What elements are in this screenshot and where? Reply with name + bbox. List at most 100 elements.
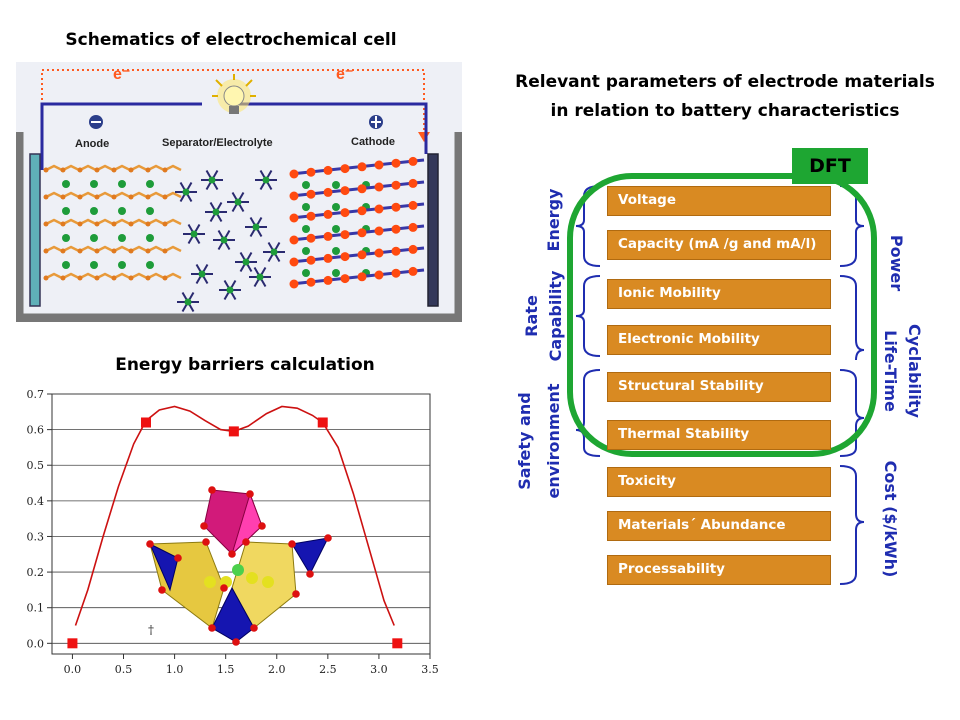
energy-barrier-chart: 0.0 0.1 0.2 0.3 0.4 0.5 0.6 0.7 0.0 0.5 1.0 1.5 2.0 2…	[10, 378, 450, 700]
cathode-oxygen	[374, 160, 384, 170]
lithium-ion	[118, 261, 126, 269]
lithium-ion	[90, 261, 98, 269]
electrolyte-anion	[249, 266, 271, 288]
cathode-oxygen	[374, 204, 384, 214]
electrolyte-anion	[213, 229, 235, 251]
oxygen-atom	[158, 586, 166, 594]
cathode-label: Cathode	[351, 136, 395, 148]
lithium-ion	[302, 181, 310, 189]
parameters-title-line1: Relevant parameters of electrode materia…	[515, 72, 935, 92]
lithium-ion	[332, 247, 340, 255]
cathode-oxygen	[391, 268, 401, 278]
cathode-oxygen	[408, 244, 418, 254]
y-tick-label: 0.2	[27, 566, 45, 579]
electrochemical-cell-schematic	[14, 62, 464, 323]
cathode-oxygen	[357, 162, 367, 172]
cathode-oxygen	[340, 230, 350, 240]
lithium-ion	[302, 247, 310, 255]
electrolyte-anion	[191, 263, 213, 285]
lithium-ion	[118, 207, 126, 215]
y-tick-label: 0.7	[27, 388, 45, 401]
y-tick-label: 0.5	[27, 459, 45, 472]
anode-graphite-layers	[43, 164, 182, 281]
lithium-ion	[332, 269, 340, 277]
param-processability: Processability	[607, 555, 831, 585]
cathode-oxygen	[374, 270, 384, 280]
cathode-oxygen	[357, 184, 367, 194]
cathode-oxygen	[357, 272, 367, 282]
param-thermal-stability: Thermal Stability	[607, 420, 831, 450]
dft-enclosure	[567, 173, 877, 457]
data-point	[67, 638, 78, 649]
electrolyte-anion	[263, 241, 285, 263]
electrolyte-anion	[205, 201, 227, 223]
lithium-ion	[62, 261, 70, 269]
cathode-oxygen	[340, 208, 350, 218]
cathode-oxygen	[408, 200, 418, 210]
x-tick-label: 3.5	[421, 663, 439, 676]
cathode-oxygen	[306, 233, 316, 243]
cathode-oxygen	[289, 191, 299, 201]
lithium-ion	[146, 234, 154, 242]
cathode-oxygen	[289, 235, 299, 245]
oxygen-atom	[202, 538, 210, 546]
data-point	[140, 417, 151, 428]
cell-title: Schematics of electrochemical cell	[65, 30, 397, 50]
label-life-time: Life-Time	[881, 330, 900, 412]
cathode-oxygen	[374, 248, 384, 258]
electrolyte-anion	[227, 191, 249, 213]
barrier-title: Energy barriers calculation	[115, 355, 375, 375]
cathode-oxygen	[323, 209, 333, 219]
electrolyte-anion	[183, 223, 205, 245]
oxygen-atom	[242, 538, 250, 546]
x-tick-label: 1.0	[166, 663, 184, 676]
polyhedra-structure-illustration	[146, 486, 332, 646]
dft-badge: DFT	[792, 148, 868, 184]
cathode-oxygen	[408, 222, 418, 232]
electrolyte-anion	[219, 279, 241, 301]
electrolyte-anion	[177, 291, 199, 313]
cathode-oxygen	[374, 182, 384, 192]
param-structural-stability: Structural Stability	[607, 372, 831, 402]
electrolyte-anion	[245, 216, 267, 238]
yellow-atom	[246, 572, 258, 584]
cathode-oxygen	[340, 186, 350, 196]
label-power: Power	[887, 234, 906, 292]
x-tick-label: 1.5	[217, 663, 235, 676]
cathode-oxygen	[323, 187, 333, 197]
y-tick-label: 0.6	[27, 424, 45, 437]
oxygen-atom	[208, 624, 216, 632]
cathode-oxygen	[391, 158, 401, 168]
lithium-ion	[332, 203, 340, 211]
oxygen-atom	[324, 534, 332, 542]
cathode-oxygen	[289, 169, 299, 179]
lithium-ion	[332, 181, 340, 189]
oxygen-atom	[200, 522, 208, 530]
cathode-oxygen	[391, 202, 401, 212]
lithium-ion	[302, 203, 310, 211]
green-atom	[232, 564, 244, 576]
y-tick-label: 0.1	[27, 602, 45, 615]
x-tick-label: 2.0	[268, 663, 286, 676]
lithium-ion	[146, 261, 154, 269]
label-cost: Cost ($/kWh)	[881, 460, 900, 578]
x-tick-label: 0.5	[115, 663, 133, 676]
cathode-oxygen	[323, 275, 333, 285]
lithium-ion	[90, 234, 98, 242]
data-point	[317, 417, 328, 428]
cathode-oxygen	[340, 164, 350, 174]
y-tick-label: 0.3	[27, 530, 45, 543]
oxygen-atom	[228, 550, 236, 558]
electrolyte-anion	[201, 169, 223, 191]
cathode-oxygen	[306, 167, 316, 177]
cathode-oxygen	[306, 189, 316, 199]
oxygen-atom	[288, 540, 296, 548]
electrolyte-anion	[175, 181, 197, 203]
oxygen-atom	[146, 540, 154, 548]
lithium-ion	[302, 269, 310, 277]
cathode-oxygen	[357, 228, 367, 238]
x-tick-label: 0.0	[64, 663, 82, 676]
oxygen-atom	[258, 522, 266, 530]
oxygen-atom	[220, 584, 228, 592]
parameters-title-line2: in relation to battery characteristics	[550, 101, 900, 121]
